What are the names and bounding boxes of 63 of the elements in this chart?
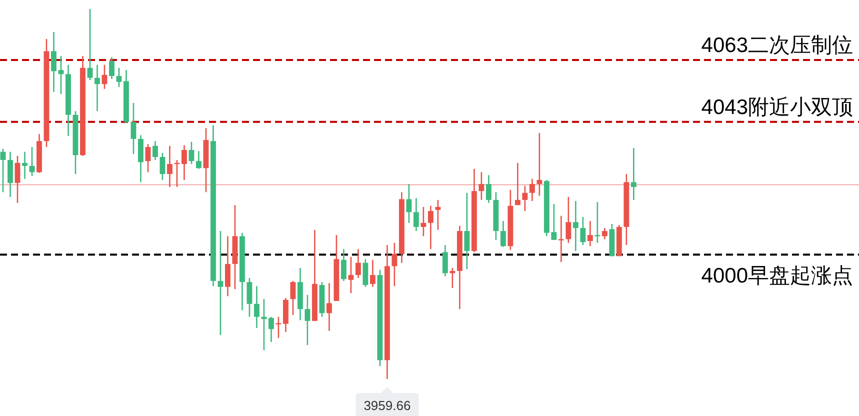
candlestick (464, 192, 470, 270)
candlestick (413, 197, 419, 232)
candlestick (478, 172, 484, 201)
candlestick (486, 174, 492, 204)
candlestick (152, 140, 158, 161)
candlestick (182, 144, 187, 181)
ref-line-label: 4043附近小双顶 (701, 96, 853, 119)
candlestick (362, 258, 368, 288)
candlestick (196, 150, 202, 170)
candlestick (102, 64, 108, 90)
candlestick (558, 215, 564, 263)
candlestick (435, 199, 441, 231)
candlestick (326, 282, 332, 332)
candlestick (218, 230, 224, 336)
candlestick (602, 227, 608, 240)
candlestick (630, 147, 636, 201)
candlestick (536, 132, 542, 196)
candlestick (254, 285, 260, 329)
candlestick (392, 242, 398, 287)
candlestick (566, 196, 572, 244)
candlestick (442, 244, 448, 277)
candlestick (268, 316, 274, 343)
candlestick (87, 8, 93, 81)
candlestick (0, 148, 6, 193)
candlestick (355, 248, 361, 279)
candlestick (58, 55, 64, 95)
candlestick (370, 259, 376, 288)
ref-line-label: 4063二次压制位 (701, 34, 853, 58)
candlestick (145, 143, 151, 173)
candlestick (587, 220, 593, 247)
candlestick (406, 183, 412, 224)
candlestick (522, 185, 528, 212)
candlestick (22, 151, 28, 180)
candlestick (225, 236, 230, 297)
candlestick (450, 267, 456, 289)
candlestick (304, 294, 310, 346)
candlestick (246, 277, 252, 318)
candlestick (188, 141, 194, 165)
candlestick (51, 31, 56, 93)
candlestick (290, 280, 296, 316)
candlestick (130, 102, 136, 155)
candlestick (420, 206, 426, 237)
candlestick (529, 178, 535, 202)
candlestick (348, 256, 354, 294)
candlestick (428, 205, 434, 250)
annotation: 3959.66 (364, 398, 411, 413)
candlestick (514, 162, 520, 206)
candlestick (116, 67, 122, 88)
candlestick (8, 151, 13, 198)
ref-line-label: 4000早盘起涨点 (701, 264, 853, 288)
candlestick (138, 134, 144, 183)
candlestick (340, 248, 346, 282)
candlestick (276, 316, 282, 339)
candlestick (572, 200, 578, 252)
candlestick (167, 145, 172, 188)
candlestick (500, 220, 506, 248)
candlestick (580, 216, 586, 246)
candlestick (14, 155, 20, 204)
candlestick (594, 201, 600, 244)
candlestick (94, 64, 100, 112)
candlestick (109, 56, 114, 80)
candlestick (261, 298, 267, 351)
candlestick (160, 152, 166, 181)
